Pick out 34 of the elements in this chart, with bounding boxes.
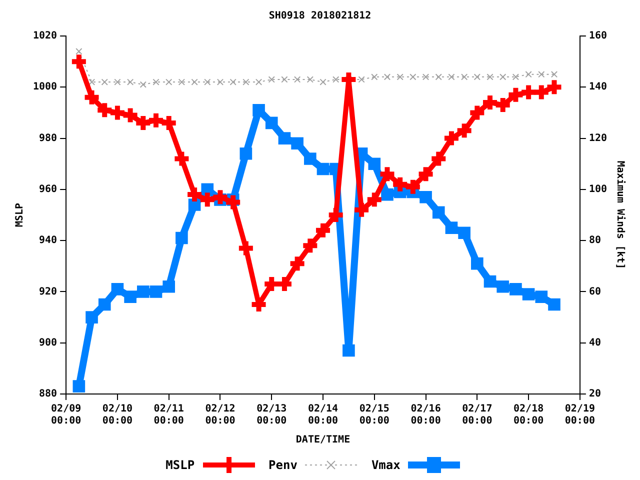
y-axis-title: MSLP [14,202,26,228]
y2-axis-title: Maximum Winds [kt] [614,160,626,270]
y2-tick-label: 140 [588,82,607,93]
y2-tick-label: 160 [588,30,607,42]
y-tick-label: 880 [39,388,58,400]
x-tick-label: 02/18 00:00 [514,404,544,427]
x-tick-label: 02/10 00:00 [102,404,133,427]
y-tick-label: 920 [39,286,58,298]
x-tick-label: 02/12 00:00 [205,404,236,427]
y2-tick-label: 60 [588,286,601,298]
y-tick-label: 960 [39,184,58,196]
y2-tick-label: 80 [588,235,601,246]
legend-label: MSLP [166,458,195,472]
x-tick-label: 02/11 00:00 [154,404,184,427]
y-tick-label: 900 [39,337,58,348]
legend-label: Penv [268,458,298,472]
legend-label: Vmax [371,458,400,472]
x-tick-label: 02/15 00:00 [359,404,390,427]
y2-tick-label: 120 [588,132,607,144]
y2-tick-label: 40 [588,337,601,348]
y-tick-label: 1020 [32,30,58,42]
x-tick-label: 02/14 00:00 [308,404,338,427]
y-tick-label: 940 [39,235,58,246]
x-tick-label: 02/09 00:00 [51,404,82,427]
y2-tick-label: 20 [588,388,601,400]
x-tick-label: 02/13 00:00 [256,404,287,427]
y-tick-label: 1000 [32,82,58,93]
x-tick-label: 02/19 00:00 [564,404,595,427]
x-tick-label: 02/17 00:00 [462,404,492,427]
y-tick-label: 980 [39,132,58,144]
x-tick-label: 02/16 00:00 [410,404,441,427]
chart-title: SH0918 2018021812 [268,10,372,22]
x-axis-title: DATE/TIME [296,434,350,446]
y2-tick-label: 100 [588,184,607,196]
